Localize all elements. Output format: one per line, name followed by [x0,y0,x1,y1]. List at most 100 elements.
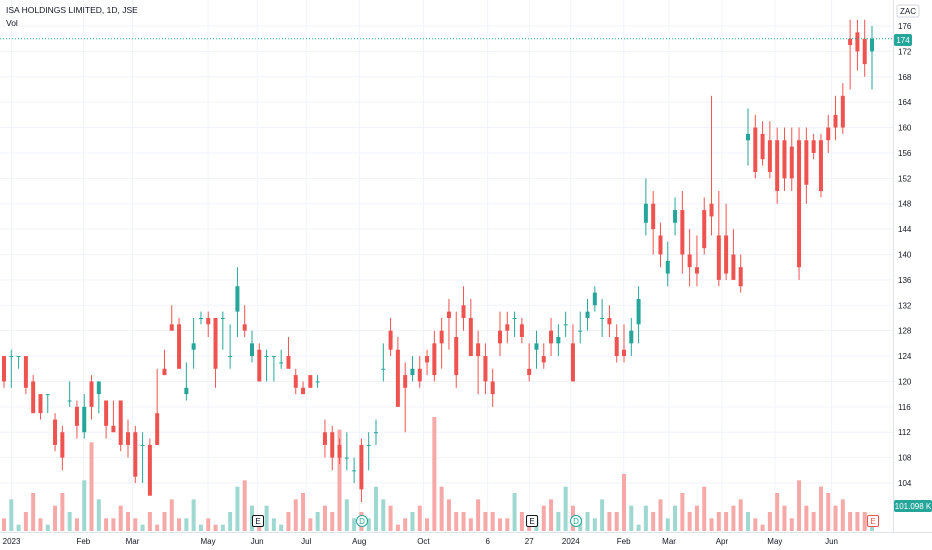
candle-body [74,406,79,426]
time-axis[interactable]: 2023 Feb Mar May Jun Jul Aug Oct 6 27 2024 Feb Mar Ap… [0,532,932,547]
time-tick-label: 27 [525,537,534,546]
volume-bar [133,518,138,531]
candle-body [439,330,444,344]
candle-body [592,292,597,306]
volume-bar [308,518,313,531]
candle-body [490,381,495,395]
volume-bar [228,512,233,531]
last-volume-tag: 101.098 K [895,502,932,511]
last-price-tag-box [894,34,912,46]
volume-bar [811,512,816,531]
volume-bar [607,512,612,531]
volume-indicator-label[interactable]: Vol [6,18,18,28]
price-tick-label: 176 [898,22,912,31]
volume-bar [198,524,203,531]
volume-bar [74,518,79,531]
volume-bar [563,486,568,531]
time-tick-label: 6 [485,537,490,546]
candle-body [483,356,488,382]
volume-bar [89,442,94,531]
volume-bar [716,512,721,531]
candlestick-series [1,19,875,503]
candle-body [840,95,845,128]
volume-bar [629,505,634,531]
candle-body [184,387,189,395]
volume-bar [519,512,524,531]
candle-body [541,356,546,363]
price-tick-label: 160 [898,124,912,133]
volume-bar [621,474,627,531]
candle-body [301,387,306,395]
candle-body [534,343,539,350]
candle-body [556,337,561,344]
volume-bar [848,512,853,531]
candle-body [527,368,532,376]
candle-body [279,362,284,364]
volume-bar [454,512,459,531]
candle-body [286,356,291,369]
volume-bar [643,505,648,531]
volume-bar [140,524,145,531]
candle-body [220,317,225,319]
candle-body [228,356,233,358]
candle-body [31,381,36,414]
volume-bar [23,512,28,531]
volume-bar [782,505,787,531]
candle-body [111,425,116,433]
volume-bar [702,486,707,531]
candle-body [811,140,816,153]
candle-body [497,330,503,344]
candle-body [826,127,831,141]
volume-bar [337,429,342,531]
volume-bar [315,512,320,531]
volume-bar [665,518,670,531]
volume-bar [322,505,327,531]
volume-bar [293,499,298,531]
volume-bar [556,512,561,531]
candle-body [629,330,634,344]
last-price-tag: 174 [896,36,910,45]
candle-body [264,356,269,358]
volume-bar [549,499,554,531]
candle-body [760,133,765,160]
volume-bar [592,518,597,531]
candle-body [344,457,349,459]
price-tick-label: 120 [898,377,912,386]
candle-body [585,311,590,318]
candle-body [848,38,853,46]
candle-body [271,356,276,358]
volume-bar [425,518,430,531]
earnings-marker-label: E [529,517,534,526]
volume-bar [366,518,371,531]
candle-body [133,432,138,477]
currency-badge-box[interactable] [896,4,920,18]
volume-bar [155,524,160,531]
candle-body [432,343,437,376]
volume-bar [1,518,7,531]
price-axis[interactable]: 104 108 112 116 120 124 128 132 136 140 144 148 152 1… [893,0,912,532]
candle-body [177,324,182,369]
candle-body [206,317,211,325]
earnings-marker-icon [867,515,879,527]
candle-body [607,317,612,325]
currency-badge[interactable]: ZAC [900,7,916,16]
candle-body [570,343,575,382]
symbol-title[interactable]: ISA HOLDINGS LIMITED, 1D, JSE [6,5,138,15]
volume-bar [417,505,422,531]
candle-body [665,260,670,274]
candle-body [67,400,72,402]
candle-body [724,235,729,274]
volume-bar [432,417,437,531]
volume-bar [53,505,58,531]
candle-body [381,368,386,370]
last-volume-tag-box [894,500,932,512]
volume-bar [775,493,780,531]
volume-bar [694,505,699,531]
candle-body [869,38,875,52]
candle-body [658,235,663,255]
volume-bar [512,493,517,531]
price-tick-label: 104 [898,479,912,488]
candle-body [446,311,451,318]
